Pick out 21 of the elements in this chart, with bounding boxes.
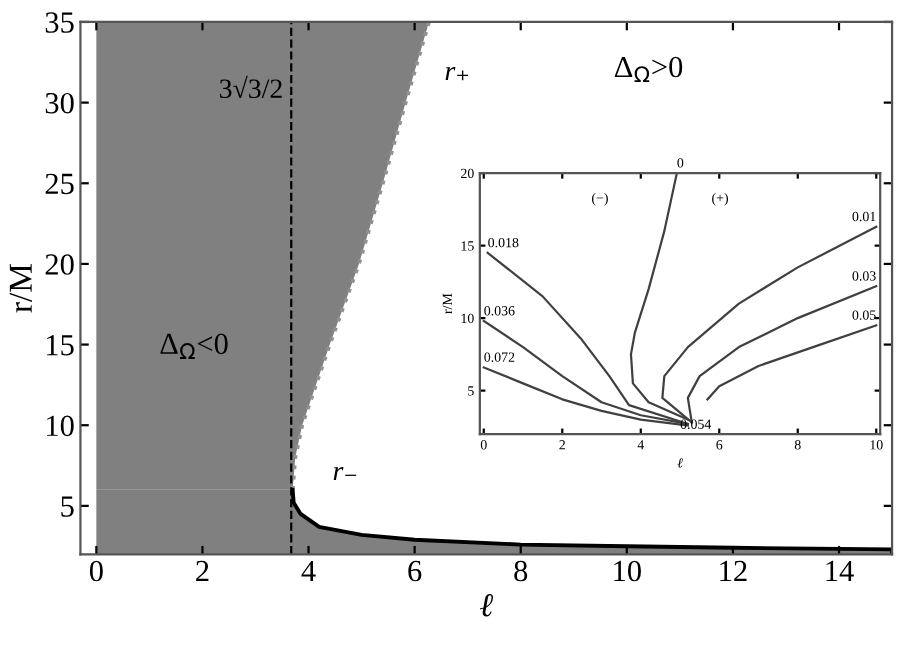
y-tick-label: 35 [45,12,74,33]
x-tick-label: 14 [826,560,854,582]
annotation: Δ$_{Ω}$>0 [614,56,683,83]
y-tick-label: 25 [45,173,74,195]
x-tick-label: 12 [720,560,747,582]
x-axis-title: ℓ [479,594,494,617]
x-tick-label: 4 [301,560,316,582]
annotation: Δ$_{Ω}$<0 [160,333,228,359]
x-tick-label: 10 [614,560,641,582]
x-tick-label: 2 [196,560,209,582]
x-tick-label: 8 [514,560,528,582]
y-tick-label: 20 [45,254,74,275]
x-tick-label: 6 [408,560,422,582]
y-axis-title: r/M [9,264,32,313]
series-label: r₋ [333,466,357,481]
y-tick-label: 30 [45,92,74,114]
ref-line-label: 3√3/2 [219,75,282,99]
y-tick-label: 15 [47,335,74,356]
series-label: r₊ [445,66,469,81]
x-tick-label: 0 [89,560,103,582]
y-tick-label: 5 [61,496,74,517]
